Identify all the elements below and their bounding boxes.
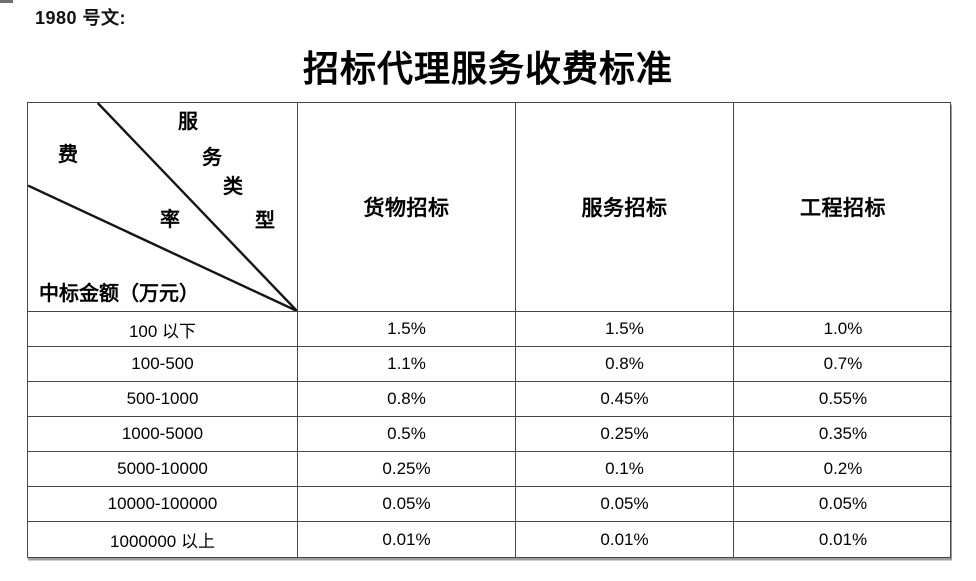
corner-label-amount: 中标金额（万元） — [39, 283, 199, 305]
fee-value: 0.05% — [298, 487, 516, 522]
row-label: 500-1000 — [28, 382, 298, 417]
column-header-works: 工程招标 — [734, 103, 952, 312]
fee-value: 1.0% — [734, 312, 952, 347]
corner-label-service-char: 服 — [178, 111, 198, 133]
doc-reference: 1980 号文: — [35, 8, 127, 28]
fee-value: 0.8% — [298, 382, 516, 417]
column-header-services: 服务招标 — [516, 103, 734, 312]
page-title: 招标代理服务收费标准 — [302, 49, 673, 89]
row-label: 100 以下 — [28, 312, 298, 347]
fee-value: 1.5% — [298, 312, 516, 347]
corner-label-service-char: 型 — [255, 210, 275, 232]
fee-value: 1.5% — [516, 312, 734, 347]
fee-value: 0.01% — [818, 529, 868, 549]
corner-header-cell: 费 率 服 务 类 型 中标金额（万元） — [28, 103, 298, 312]
fee-value: 0.55% — [734, 382, 952, 417]
row-label: 5000-10000 — [28, 452, 298, 487]
corner-label-rate-char: 率 — [160, 209, 180, 231]
row-label: 10000-100000 — [28, 487, 298, 522]
corner-label-service-char: 类 — [223, 176, 243, 198]
fee-value: 1.1% — [298, 347, 516, 382]
fee-value: 0.45% — [516, 382, 734, 417]
fee-value: 0.7% — [734, 347, 952, 382]
fee-value: 0.01% — [516, 522, 734, 557]
row-label: 1000-5000 — [28, 417, 298, 452]
fee-value: 0.35% — [734, 417, 952, 452]
fee-value: 0.01% — [298, 522, 516, 557]
corner-label-fee-char: 费 — [58, 144, 78, 166]
corner-label-service-char: 务 — [202, 147, 222, 169]
fee-value: 0.25% — [298, 452, 516, 487]
fee-value: 0.05% — [734, 487, 952, 522]
fee-value: 0.5% — [298, 417, 516, 452]
fee-value: 0.1% — [516, 452, 734, 487]
fee-value: 0.8% — [516, 347, 734, 382]
scan-artifact-mark — [0, 0, 13, 3]
row-label: 100-500 — [28, 347, 298, 382]
diagonal-divider-lines — [28, 103, 297, 311]
fee-value: 0.2% — [734, 452, 952, 487]
row-label: 1000000 以上 — [28, 522, 298, 557]
fee-value: 0.05% — [516, 487, 734, 522]
fee-table: 费 率 服 务 类 型 中标金额（万元） 货物招标 服务招标 工程招标 100 … — [27, 102, 952, 558]
column-header-goods: 货物招标 — [298, 103, 516, 312]
fee-value: 0.25% — [516, 417, 734, 452]
